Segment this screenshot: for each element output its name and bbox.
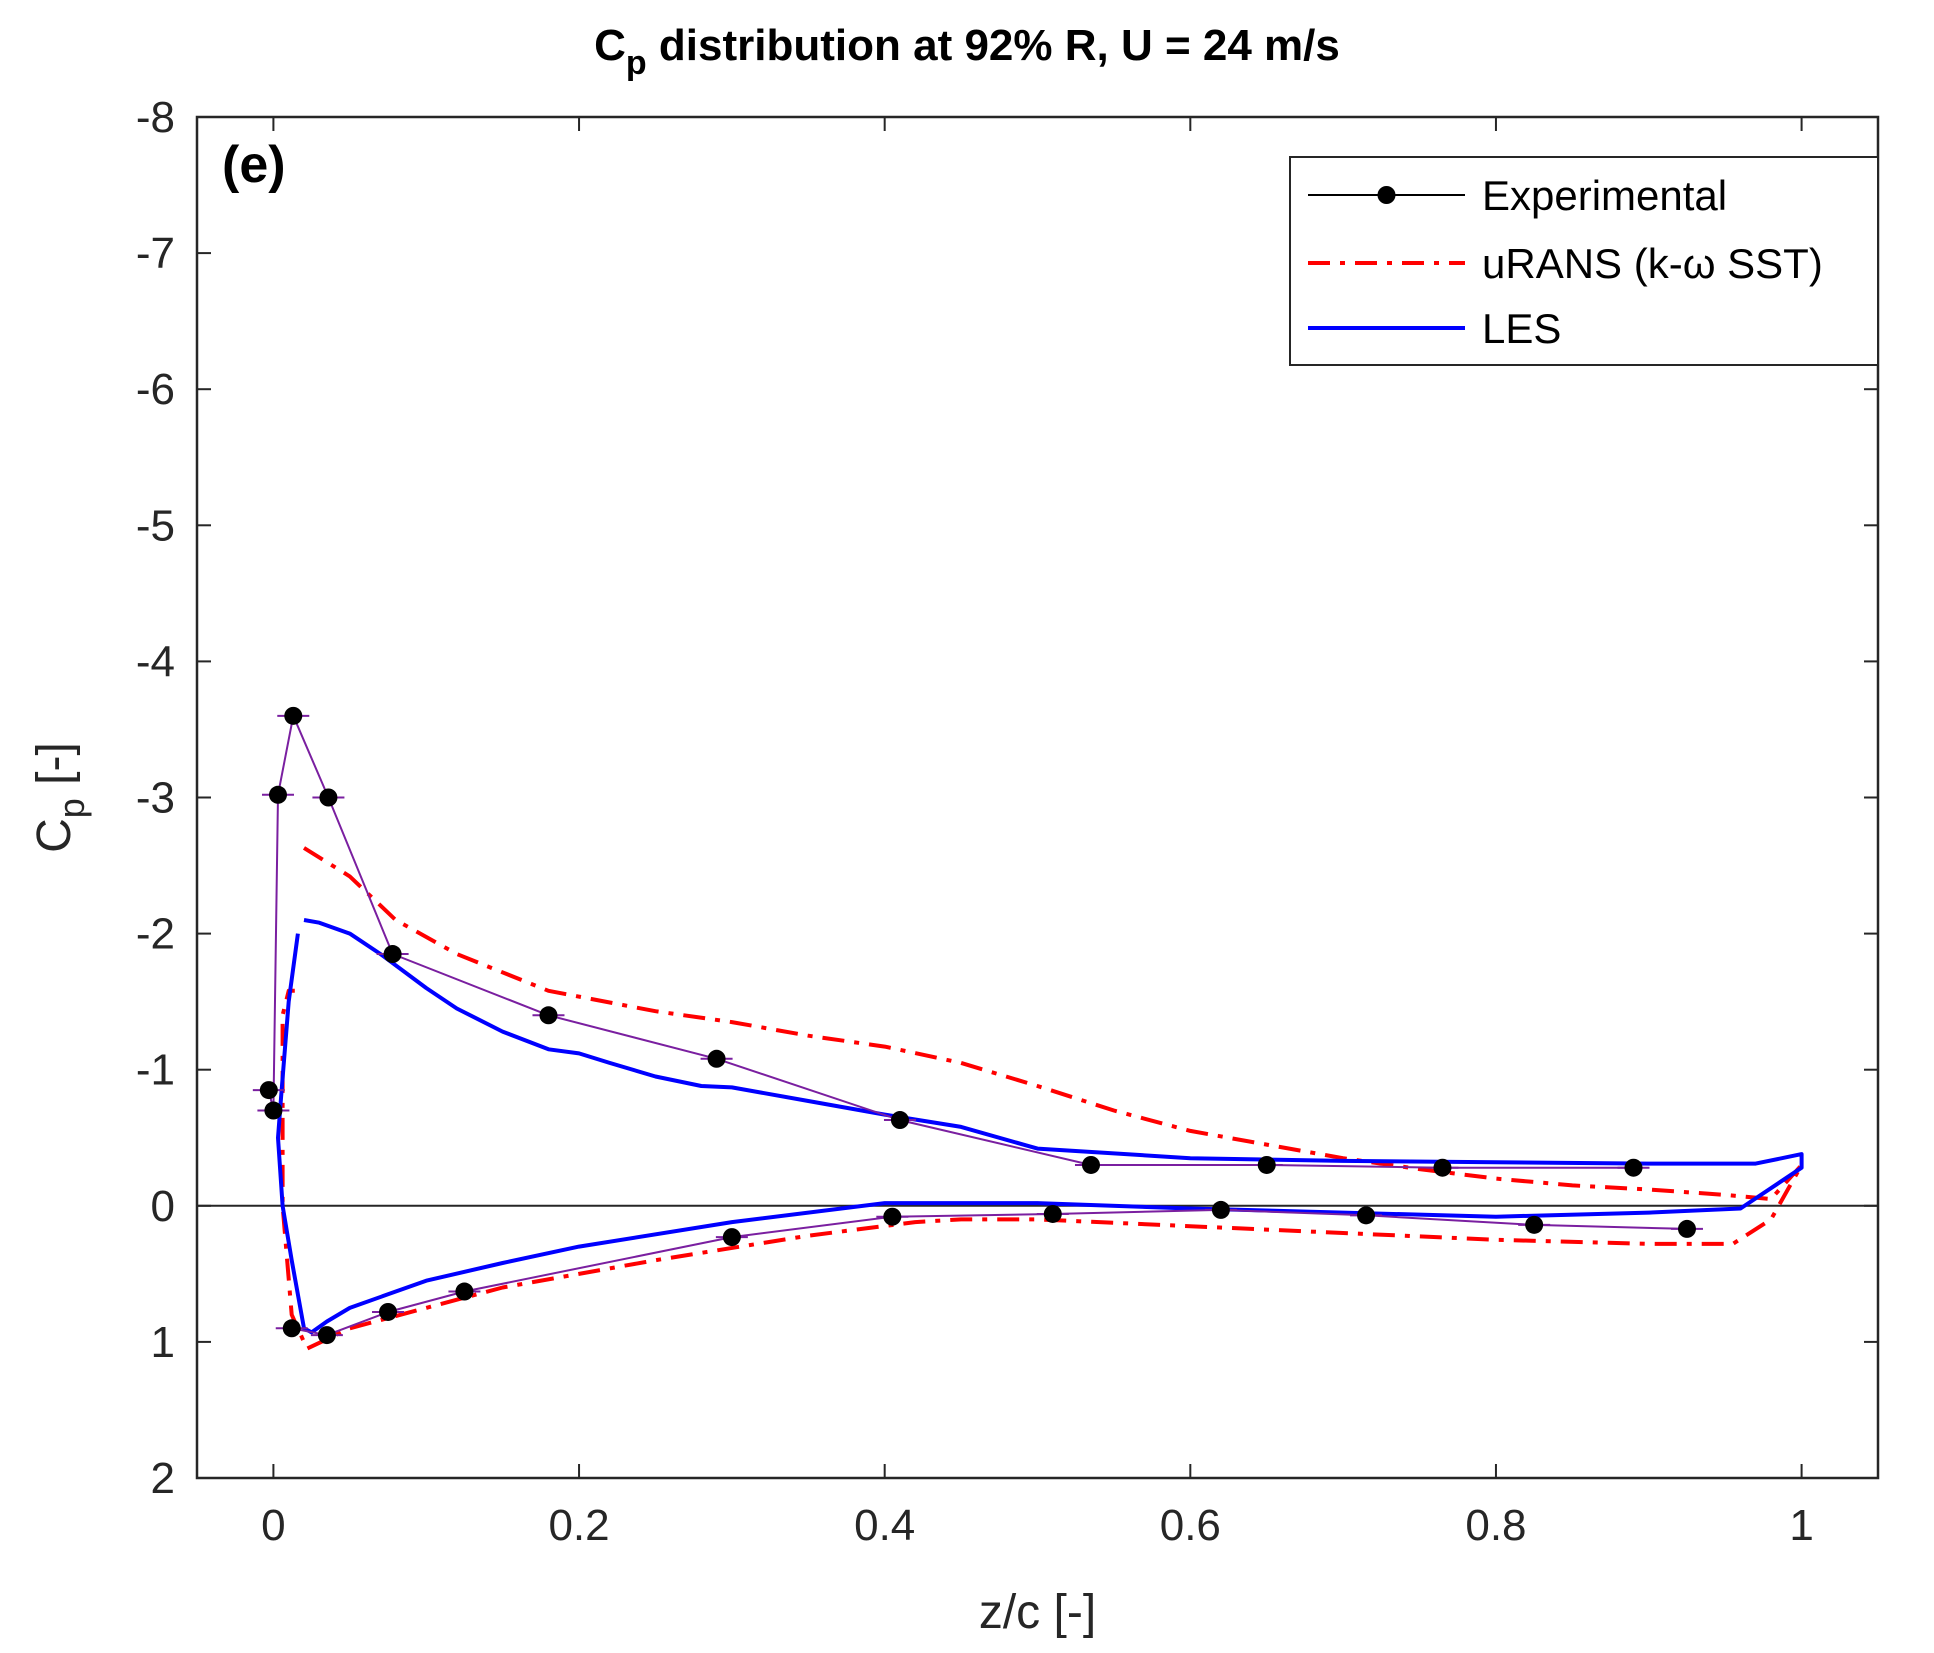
legend-marker-experimental	[1377, 186, 1396, 204]
x-tick-label: 0.8	[1465, 1501, 1526, 1550]
legend-items: Experimental uRANS (k-ω SST) LES	[1308, 172, 1823, 352]
y-tick-labels: -8 -7 -6 -5 -4 -3 -2 -1 0 1 2	[136, 93, 175, 1503]
x-axis-label: z/c [-]	[979, 1586, 1096, 1639]
x-tick-label: 0.2	[548, 1501, 609, 1550]
y-tick-label: -2	[136, 910, 175, 959]
experimental-point	[539, 1006, 558, 1025]
experimental-point	[1081, 1155, 1100, 1174]
y-tick-label: -3	[136, 774, 175, 823]
panel-label: (e)	[222, 136, 286, 194]
experimental-point	[1624, 1158, 1643, 1177]
legend: Experimental uRANS (k-ω SST) LES	[1289, 156, 1879, 366]
experimental-point	[259, 1081, 278, 1100]
series-layer	[252, 706, 1804, 1351]
x-tick-label: 1	[1789, 1501, 1813, 1550]
experimental-point	[883, 1207, 902, 1226]
y-tick-label: -4	[136, 637, 175, 686]
experimental-point	[284, 706, 303, 725]
experimental-point	[319, 788, 338, 807]
x-tick-label: 0.6	[1160, 1501, 1221, 1550]
y-tick-label: 0	[151, 1182, 175, 1231]
experimental-point	[379, 1302, 398, 1321]
experimental-point	[722, 1228, 741, 1247]
experimental-point	[264, 1101, 283, 1120]
y-tick-label: -1	[136, 1046, 175, 1095]
experimental-point	[282, 1319, 301, 1338]
experimental-point	[1211, 1200, 1230, 1219]
y-tick-label: -5	[136, 501, 175, 550]
y-tick-label: -8	[136, 93, 175, 142]
experimental-point	[317, 1326, 336, 1345]
experimental-point	[1257, 1155, 1276, 1174]
series-line-les	[276, 918, 1804, 1335]
experimental-point	[1043, 1204, 1062, 1223]
x-tick-label: 0.4	[854, 1501, 915, 1550]
y-tick-label: -7	[136, 229, 175, 278]
experimental-point	[455, 1282, 474, 1301]
experimental-point	[1433, 1158, 1452, 1177]
experimental-point	[383, 945, 402, 964]
experimental-point	[1677, 1219, 1696, 1238]
y-tick-label: 2	[151, 1454, 175, 1503]
experimental-point	[1357, 1206, 1376, 1225]
x-tick-label: 0	[261, 1501, 285, 1550]
y-axis-label: Cp [-]	[28, 742, 92, 853]
legend-label: LES	[1482, 305, 1561, 352]
experimental-point	[707, 1049, 726, 1068]
x-tick-labels: 0 0.2 0.4 0.6 0.8 1	[261, 1501, 1814, 1550]
legend-label: Experimental	[1482, 172, 1727, 219]
legend-label: uRANS (k-ω SST)	[1482, 240, 1823, 287]
experimental-point	[268, 785, 287, 804]
series-line-urans	[280, 846, 1804, 1351]
chart-title: Cp distribution at 92% R, U = 24 m/s	[594, 21, 1340, 82]
y-tick-label: 1	[151, 1318, 175, 1367]
experimental-point	[1525, 1215, 1544, 1234]
y-tick-label: -6	[136, 365, 175, 414]
experimental-point	[890, 1111, 909, 1130]
